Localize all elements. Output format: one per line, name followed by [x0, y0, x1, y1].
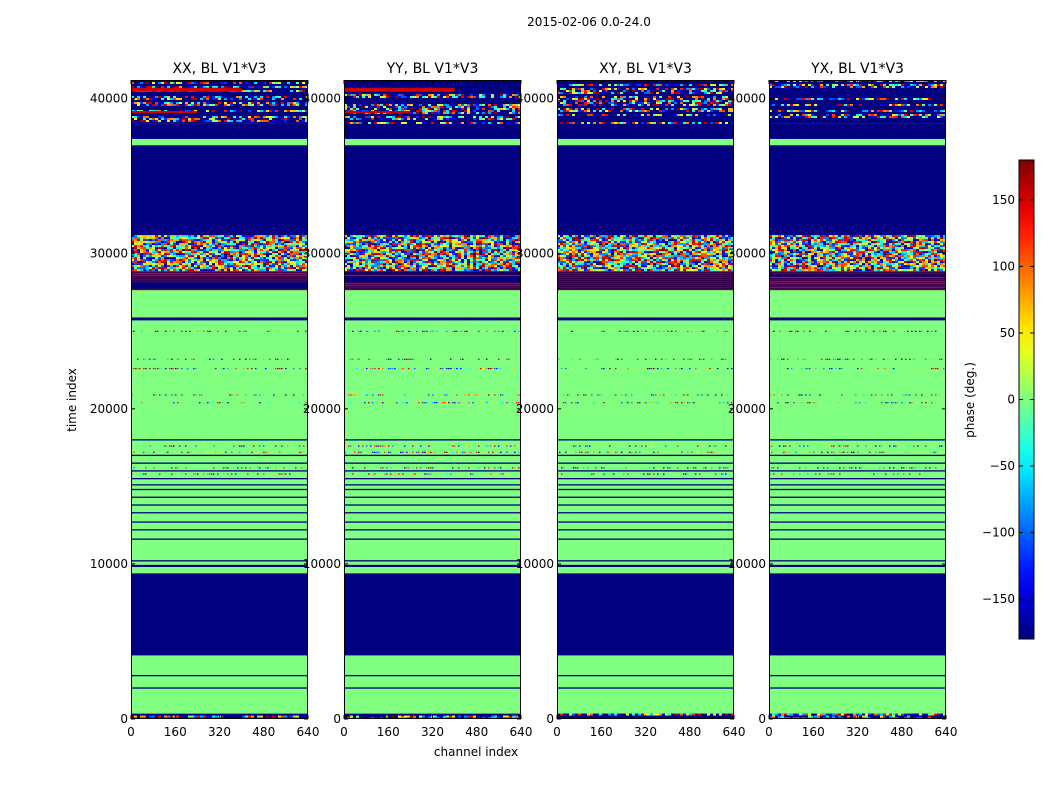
- x-tick-label: 160: [802, 725, 825, 739]
- heatmap-image: [344, 80, 521, 719]
- panel-title: YX, BL V1*V3: [810, 61, 904, 77]
- y-tick-label: 30000: [303, 247, 341, 261]
- y-tick-label: 40000: [303, 92, 341, 106]
- heatmap-image: [769, 80, 946, 719]
- colorbar-tick-label: 50: [1000, 326, 1015, 340]
- y-tick-label: 40000: [728, 92, 766, 106]
- x-tick-label: 0: [553, 725, 561, 739]
- y-tick-label: 10000: [728, 557, 766, 571]
- panel-yy: YY, BL V1*V3 0 160 320 480 640 0 10000 20000 3000…: [303, 61, 533, 739]
- panel-title: XX, BL V1*V3: [173, 61, 267, 77]
- x-tick-label: 160: [590, 725, 613, 739]
- panel-yx: YX, BL V1*V3 0 160 320 480 640 0 10000 20000 3000…: [728, 61, 958, 739]
- colorbar-tick-label: −100: [982, 526, 1015, 540]
- x-tick-label: 160: [377, 725, 400, 739]
- x-axis-label: channel index: [434, 745, 518, 759]
- y-tick-label: 10000: [303, 557, 341, 571]
- x-tick-label: 0: [340, 725, 348, 739]
- y-tick-label: 20000: [516, 402, 554, 416]
- x-tick-label: 640: [297, 725, 320, 739]
- panel-title: YY, BL V1*V3: [386, 61, 479, 77]
- y-tick-label: 0: [758, 712, 766, 726]
- x-tick-label: 320: [421, 725, 444, 739]
- figure-suptitle: 2015-02-06 0.0-24.0: [527, 15, 651, 29]
- y-tick-label: 0: [546, 712, 554, 726]
- heatmap-image: [557, 80, 734, 719]
- colorbar-tick-label: −50: [990, 459, 1015, 473]
- colorbar-tick-label: 100: [992, 259, 1015, 273]
- panel-xy: XY, BL V1*V3 0 160 320 480 640 0 10000 20000 3000…: [516, 61, 746, 739]
- panel-title: XY, BL V1*V3: [599, 61, 692, 77]
- y-tick-label: 40000: [516, 92, 554, 106]
- colorbar-tick-label: −150: [982, 592, 1015, 606]
- x-tick-label: 480: [252, 725, 275, 739]
- y-tick-label: 0: [120, 712, 128, 726]
- colorbar-tick-label: 150: [992, 193, 1015, 207]
- panel-xx: XX, BL V1*V3 0 160 320 480 640 0 10000 20000 3000…: [90, 61, 320, 739]
- y-tick-label: 10000: [516, 557, 554, 571]
- panels: XX, BL V1*V3 0 160 320 480 640 0 10000 20000 3000…: [90, 61, 958, 739]
- x-tick-label: 320: [208, 725, 231, 739]
- colorbar: −150 −100 −50 0 50 100 150 phase (deg.): [963, 159, 1035, 640]
- x-tick-label: 640: [935, 725, 958, 739]
- y-axis-label: time index: [65, 368, 79, 432]
- y-tick-label: 20000: [90, 402, 128, 416]
- y-tick-label: 0: [333, 712, 341, 726]
- colorbar-tick-label: 0: [1007, 393, 1015, 407]
- y-tick-label: 30000: [516, 247, 554, 261]
- y-tick-label: 20000: [303, 402, 341, 416]
- y-tick-label: 40000: [90, 92, 128, 106]
- x-tick-label: 0: [127, 725, 135, 739]
- colorbar-label: phase (deg.): [963, 362, 977, 438]
- x-tick-label: 640: [723, 725, 746, 739]
- x-tick-label: 320: [634, 725, 657, 739]
- x-tick-label: 640: [510, 725, 533, 739]
- y-tick-label: 10000: [90, 557, 128, 571]
- x-tick-label: 320: [846, 725, 869, 739]
- y-tick-label: 30000: [90, 247, 128, 261]
- x-tick-label: 480: [465, 725, 488, 739]
- y-tick-label: 30000: [728, 247, 766, 261]
- x-tick-label: 160: [164, 725, 187, 739]
- x-tick-label: 0: [765, 725, 773, 739]
- x-tick-label: 480: [678, 725, 701, 739]
- heatmap-image: [131, 80, 308, 719]
- x-tick-label: 480: [890, 725, 913, 739]
- y-tick-label: 20000: [728, 402, 766, 416]
